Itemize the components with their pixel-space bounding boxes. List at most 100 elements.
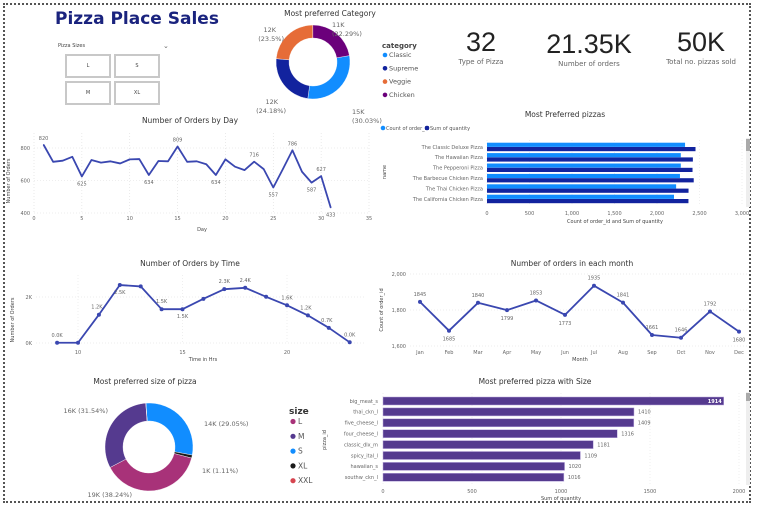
day-y-tick: 600	[20, 179, 30, 185]
month-x-tick: Jun	[560, 350, 569, 356]
pizzas-bar-quantity[interactable]	[487, 199, 689, 204]
pizzas-category-label: The Barbecue Chicken Pizza	[412, 176, 483, 182]
size-pizza-category-label: thai_ckn_l	[353, 410, 378, 416]
month-data-label: 1792	[704, 301, 717, 307]
slicer-option-s[interactable]: S	[114, 54, 160, 78]
pizzas-bar-quantity[interactable]	[487, 167, 693, 172]
pizzas-bar-quantity[interactable]	[487, 147, 696, 152]
pizzas-bar-quantity[interactable]	[487, 178, 694, 183]
size-pizza-x-tick: 0	[381, 489, 384, 495]
slicer-option-xl[interactable]: XL	[114, 81, 160, 105]
pizzas-legend-item: Count of order_id	[386, 126, 429, 132]
pizzas-bar-count[interactable]	[487, 142, 686, 147]
category-slice-supreme[interactable]	[275, 58, 310, 99]
pizzas-x-tick: 0	[485, 211, 488, 217]
category-slice-classic[interactable]	[307, 55, 351, 100]
size-legend-marker	[290, 448, 296, 454]
size-legend-item: XL	[298, 461, 308, 470]
size-pizza-chart-title: Most preferred pizza with Size	[479, 377, 592, 386]
pizzas-bar-count[interactable]	[487, 184, 677, 189]
size-pizza-bar[interactable]	[382, 396, 724, 406]
size-pizza-bar[interactable]	[382, 407, 635, 417]
day-point	[330, 207, 332, 209]
category-slice-chicken[interactable]	[312, 24, 350, 59]
month-data-label: 1840	[472, 293, 485, 299]
time-data-label: 2.3K	[219, 279, 231, 285]
pizzas-legend-item: Sum of quantity	[430, 126, 470, 132]
size-pizza-data-label: 1316	[621, 432, 634, 438]
month-data-label: 1661	[646, 325, 659, 331]
size-pizza-bar[interactable]	[382, 429, 618, 438]
pizzas-bar-count[interactable]	[487, 153, 681, 158]
size-slice-s[interactable]	[145, 402, 194, 456]
size-pizza-scrollbar-thumb[interactable]	[746, 393, 750, 401]
day-y-tick: 800	[20, 146, 30, 152]
day-point	[148, 174, 150, 176]
month-point	[737, 329, 741, 334]
size-legend-marker	[290, 463, 296, 469]
time-x-tick: 15	[179, 350, 185, 356]
size-data-label: 14K (29.05%)	[204, 420, 248, 428]
size-pizza-data-label: 1409	[638, 421, 651, 427]
pizzas-x-tick: 2,500	[692, 211, 706, 217]
pizzas-legend-marker	[380, 125, 386, 131]
kpi-type-of-pizza: 32 Type of Pizza	[426, 27, 536, 66]
size-pizza-x-tick: 2000	[733, 489, 746, 495]
pizzas-bar-quantity[interactable]	[487, 157, 693, 162]
size-pizza-bar[interactable]	[382, 451, 581, 460]
day-point	[282, 168, 284, 170]
day-point	[100, 162, 102, 164]
month-data-label: 1646	[675, 328, 688, 334]
pizzas-x-axis-label: Count of order_id and Sum of quantity	[567, 219, 663, 225]
size-slice-l[interactable]	[109, 453, 192, 492]
month-x-tick: Mar	[473, 350, 483, 356]
pizzas-x-tick: 3,000	[735, 211, 749, 217]
pizzas-bar-count[interactable]	[487, 194, 674, 199]
size-pizza-bar[interactable]	[382, 462, 565, 471]
month-x-tick: May	[531, 350, 541, 356]
pizzas-bar-count[interactable]	[487, 173, 680, 179]
pizzas-category-label: The California Chicken Pizza	[412, 197, 483, 203]
size-slice-xxl[interactable]	[145, 402, 148, 422]
size-pizza-bar[interactable]	[382, 440, 594, 449]
time-x-tick: 10	[75, 350, 81, 356]
time-data-label: 1.6K	[281, 295, 293, 301]
pizzas-scrollbar-thumb[interactable]	[746, 139, 750, 151]
time-point	[96, 312, 101, 317]
pizzas-bar-count[interactable]	[487, 163, 681, 168]
size-pizza-bar[interactable]	[382, 418, 635, 428]
day-series-line	[42, 144, 332, 208]
category-data-label-percent: (22.29%)	[332, 30, 362, 38]
time-point	[285, 303, 289, 308]
day-point	[301, 171, 303, 173]
chevron-down-icon[interactable]: ⌄	[163, 42, 169, 50]
day-y-tick: 400	[20, 211, 30, 217]
size-slice-m[interactable]	[104, 402, 148, 468]
category-legend-item: Chicken	[389, 91, 415, 99]
size-pizza-bar[interactable]	[382, 473, 565, 482]
month-point	[650, 333, 654, 338]
kpi-label: Type of Pizza	[458, 58, 504, 66]
size-legend-item: S	[298, 447, 303, 456]
pizzas-scrollbar[interactable]	[746, 138, 750, 207]
category-legend-marker	[382, 92, 388, 98]
pizzas-bar-quantity[interactable]	[487, 188, 689, 193]
size-pizza-category-label: hawaiian_s	[350, 464, 378, 470]
month-x-tick: Sep	[647, 350, 656, 356]
day-point	[81, 175, 83, 178]
month-x-tick: Nov	[705, 350, 715, 356]
size-legend-item: L	[298, 417, 303, 426]
day-point	[243, 169, 246, 171]
month-point	[621, 300, 625, 305]
month-data-label: 1853	[530, 290, 543, 296]
pizzas-category-label: The Hawaiian Pizza	[434, 155, 483, 161]
slicer-option-m[interactable]: M	[65, 81, 111, 105]
day-point	[129, 158, 131, 160]
slicer-option-l[interactable]: L	[65, 54, 111, 78]
category-legend-item: Supreme	[389, 64, 418, 72]
month-data-label: 1799	[501, 316, 514, 322]
pizzas-chart-title: Most Preferred pizzas	[525, 110, 605, 119]
size-pizza-scrollbar[interactable]	[746, 392, 750, 485]
day-point	[62, 160, 64, 162]
